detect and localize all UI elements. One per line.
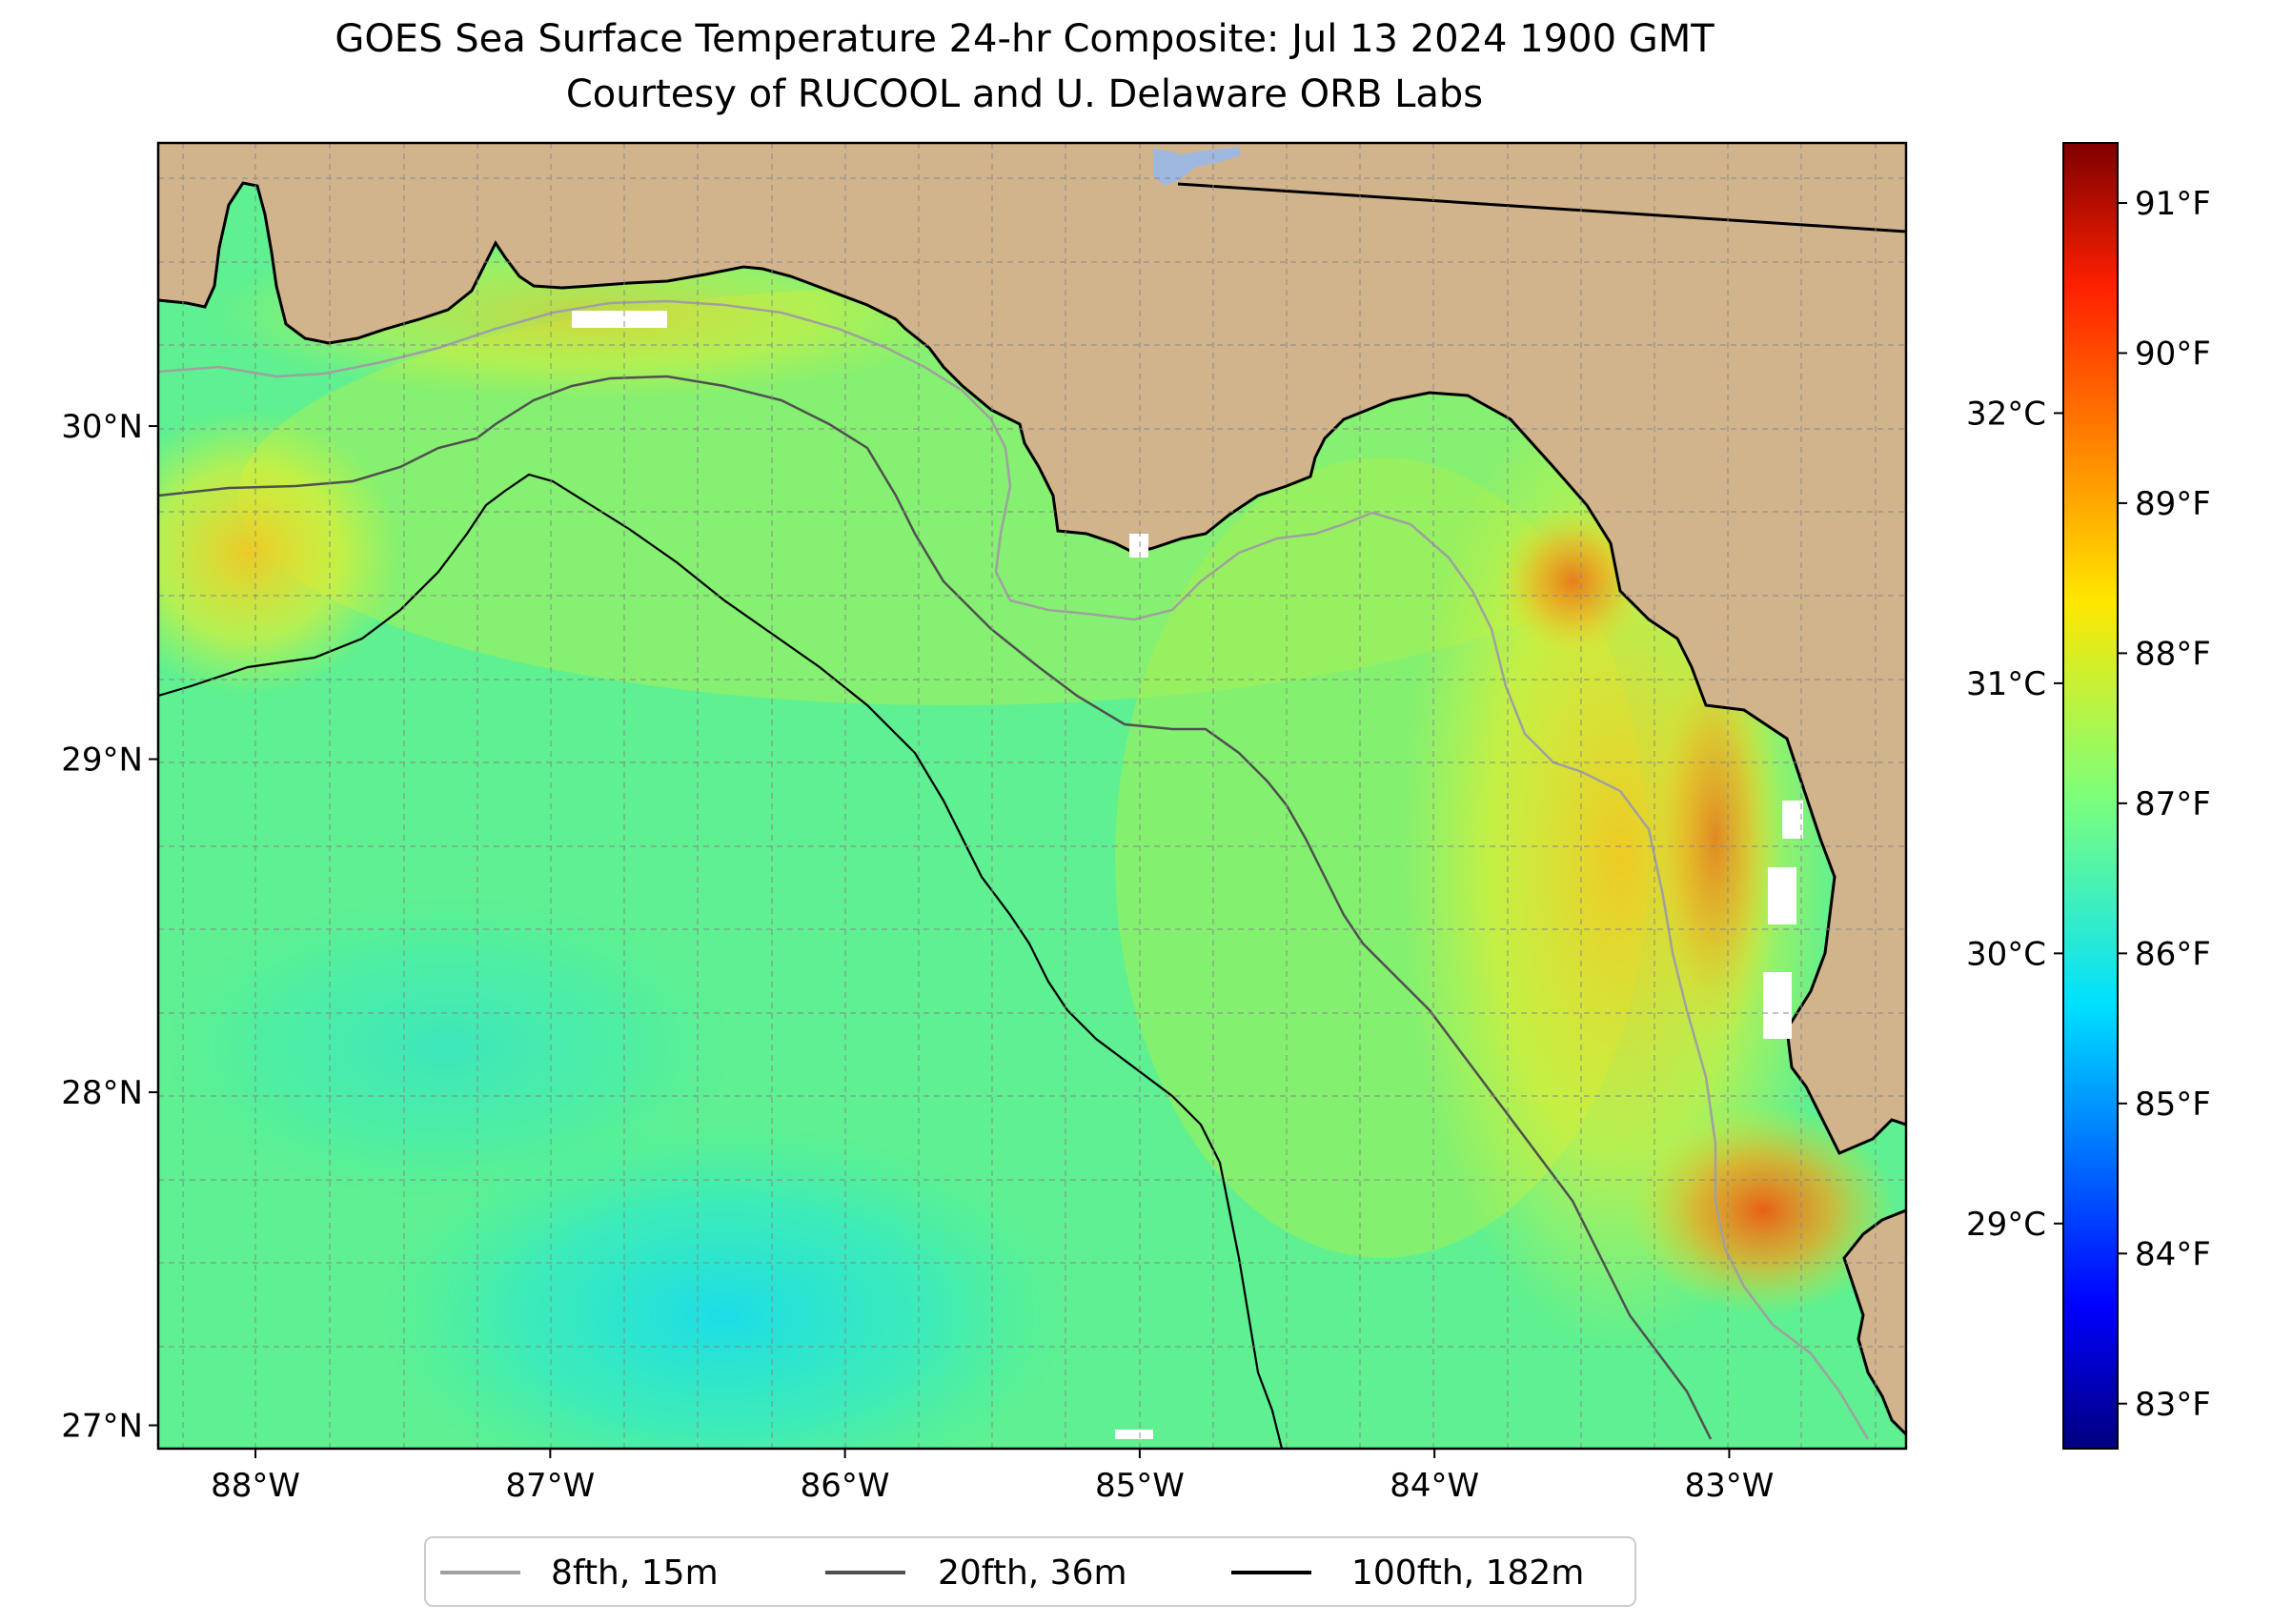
lon-tick-label: 87°W (505, 1467, 595, 1505)
colorbar-f-tick-label: 90°F (2135, 335, 2211, 373)
colorbar-f-tick-label: 83°F (2135, 1386, 2211, 1424)
lake (1153, 147, 1241, 186)
lon-tick-label: 86°W (801, 1467, 890, 1505)
lon-tick-label: 88°W (211, 1467, 300, 1505)
longitude-axis: 88°W 87°W 86°W 85°W 84°W 83°W (211, 1449, 1774, 1505)
colorbar-c-tick-label: 31°C (1966, 665, 2046, 703)
colorbar-c-tick-label: 32°C (1966, 395, 2046, 433)
graticule (158, 143, 1906, 1449)
latitude-axis: 27°N 28°N 29°N 30°N (61, 408, 158, 1446)
colorbar-fahrenheit-axis: 83°F 84°F 85°F 86°F 87°F 88°F 89°F 90°F 91°F (2118, 185, 2211, 1424)
colorbar-f-tick-label: 88°F (2135, 635, 2211, 673)
colorbar-f-tick-label: 85°F (2135, 1086, 2211, 1124)
isobath-20fth (158, 375, 1713, 1440)
warm-water-patch-west (158, 410, 400, 696)
land-mass (158, 143, 1906, 1434)
colorbar-c-tick-label: 29°C (1966, 1206, 2046, 1244)
lon-tick-label: 83°W (1684, 1467, 1774, 1505)
colorbar-c-tick-label: 30°C (1966, 935, 2046, 973)
colorbar-f-tick-label: 91°F (2135, 185, 2211, 223)
map-frame (156, 141, 1908, 1451)
lon-tick-label: 85°W (1095, 1467, 1185, 1505)
state-boundary (1177, 182, 1906, 233)
map-area (158, 143, 1906, 1449)
colorbar-celsius-axis: 29°C 30°C 31°C 32°C (1966, 395, 2063, 1244)
colorbar-f-tick-label: 89°F (2135, 485, 2211, 523)
isobath-100fth (158, 473, 1284, 1449)
lat-tick-label: 30°N (61, 408, 143, 446)
no-data-gaps (572, 311, 1803, 1439)
chart-title: GOES Sea Surface Temperature 24-hr Compo… (335, 17, 1715, 61)
lon-tick-label: 84°W (1390, 1467, 1479, 1505)
legend-box (424, 1536, 1636, 1607)
legend-label-8fth: 8fth, 15m (551, 1553, 719, 1593)
colorbar-f-tick-label: 86°F (2135, 935, 2211, 973)
cool-water-patch (381, 1125, 1067, 1449)
colorbar-f-tick-label: 84°F (2135, 1235, 2211, 1273)
lat-tick-label: 29°N (61, 741, 143, 780)
isobath-legend: 8fth, 15m 20fth, 36m 100fth, 182m (424, 1536, 1636, 1607)
colorbar-f-tick-label: 87°F (2135, 785, 2211, 823)
coastline (158, 181, 1906, 1155)
legend-label-20fth: 20fth, 36m (938, 1553, 1127, 1593)
legend-label-100fth: 100fth, 182m (1351, 1553, 1584, 1593)
lat-tick-label: 27°N (61, 1408, 143, 1446)
colorbar (2062, 142, 2119, 1450)
isobath-8fth (158, 299, 1870, 1440)
lat-tick-label: 28°N (61, 1074, 143, 1112)
chart-subtitle: Courtesy of RUCOOL and U. Delaware ORB L… (565, 72, 1484, 116)
